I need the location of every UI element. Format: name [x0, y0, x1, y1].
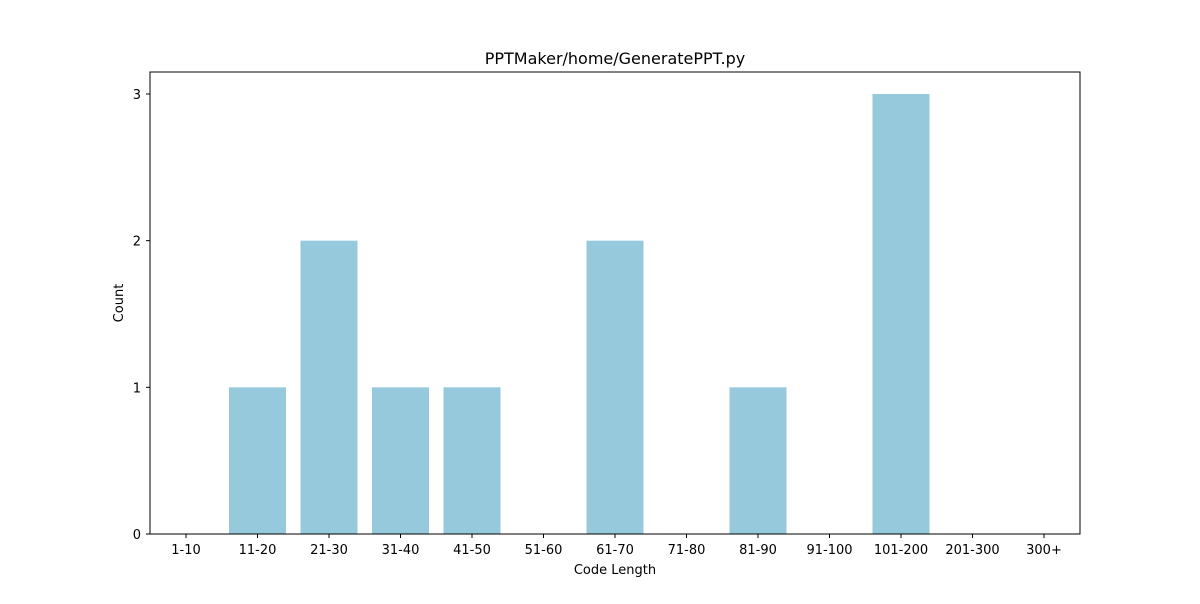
- x-tick-label: 101-200: [874, 543, 928, 558]
- x-tick-label: 41-50: [453, 543, 491, 558]
- bars-group: [229, 94, 930, 534]
- y-tick-label: 2: [133, 235, 141, 250]
- x-tick-label: 21-30: [310, 543, 348, 558]
- x-tick-label: 61-70: [596, 543, 634, 558]
- bar-101-200: [872, 94, 930, 534]
- x-tick-label: 300+: [1026, 543, 1062, 558]
- x-axis: 1-10 11-20 21-30 31-40 41-50 51-60 61-70 71-80 8…: [171, 534, 1062, 558]
- bar-41-50: [443, 387, 501, 534]
- x-tick-label: 1-10: [171, 543, 201, 558]
- x-tick-label: 71-80: [668, 543, 706, 558]
- bar-31-40: [372, 387, 429, 534]
- x-tick-label: 11-20: [239, 543, 277, 558]
- x-tick-label: 31-40: [382, 543, 420, 558]
- y-axis-label: Count: [112, 284, 127, 323]
- y-axis: 0 1 2 3: [133, 88, 150, 543]
- chart-title: PPTMaker/home/GeneratePPT.py: [485, 49, 746, 68]
- bar-21-30: [300, 240, 358, 534]
- x-axis-label: Code Length: [574, 563, 656, 578]
- x-tick-label: 81-90: [739, 543, 777, 558]
- x-tick-label: 51-60: [525, 543, 563, 558]
- x-tick-label: 201-300: [945, 543, 999, 558]
- y-tick-label: 0: [133, 528, 141, 543]
- bar-61-70: [586, 240, 644, 534]
- bar-81-90: [729, 387, 787, 534]
- y-tick-label: 3: [133, 88, 141, 103]
- x-tick-label: 91-100: [806, 543, 852, 558]
- bar-11-20: [229, 387, 286, 534]
- y-tick-label: 1: [133, 381, 141, 396]
